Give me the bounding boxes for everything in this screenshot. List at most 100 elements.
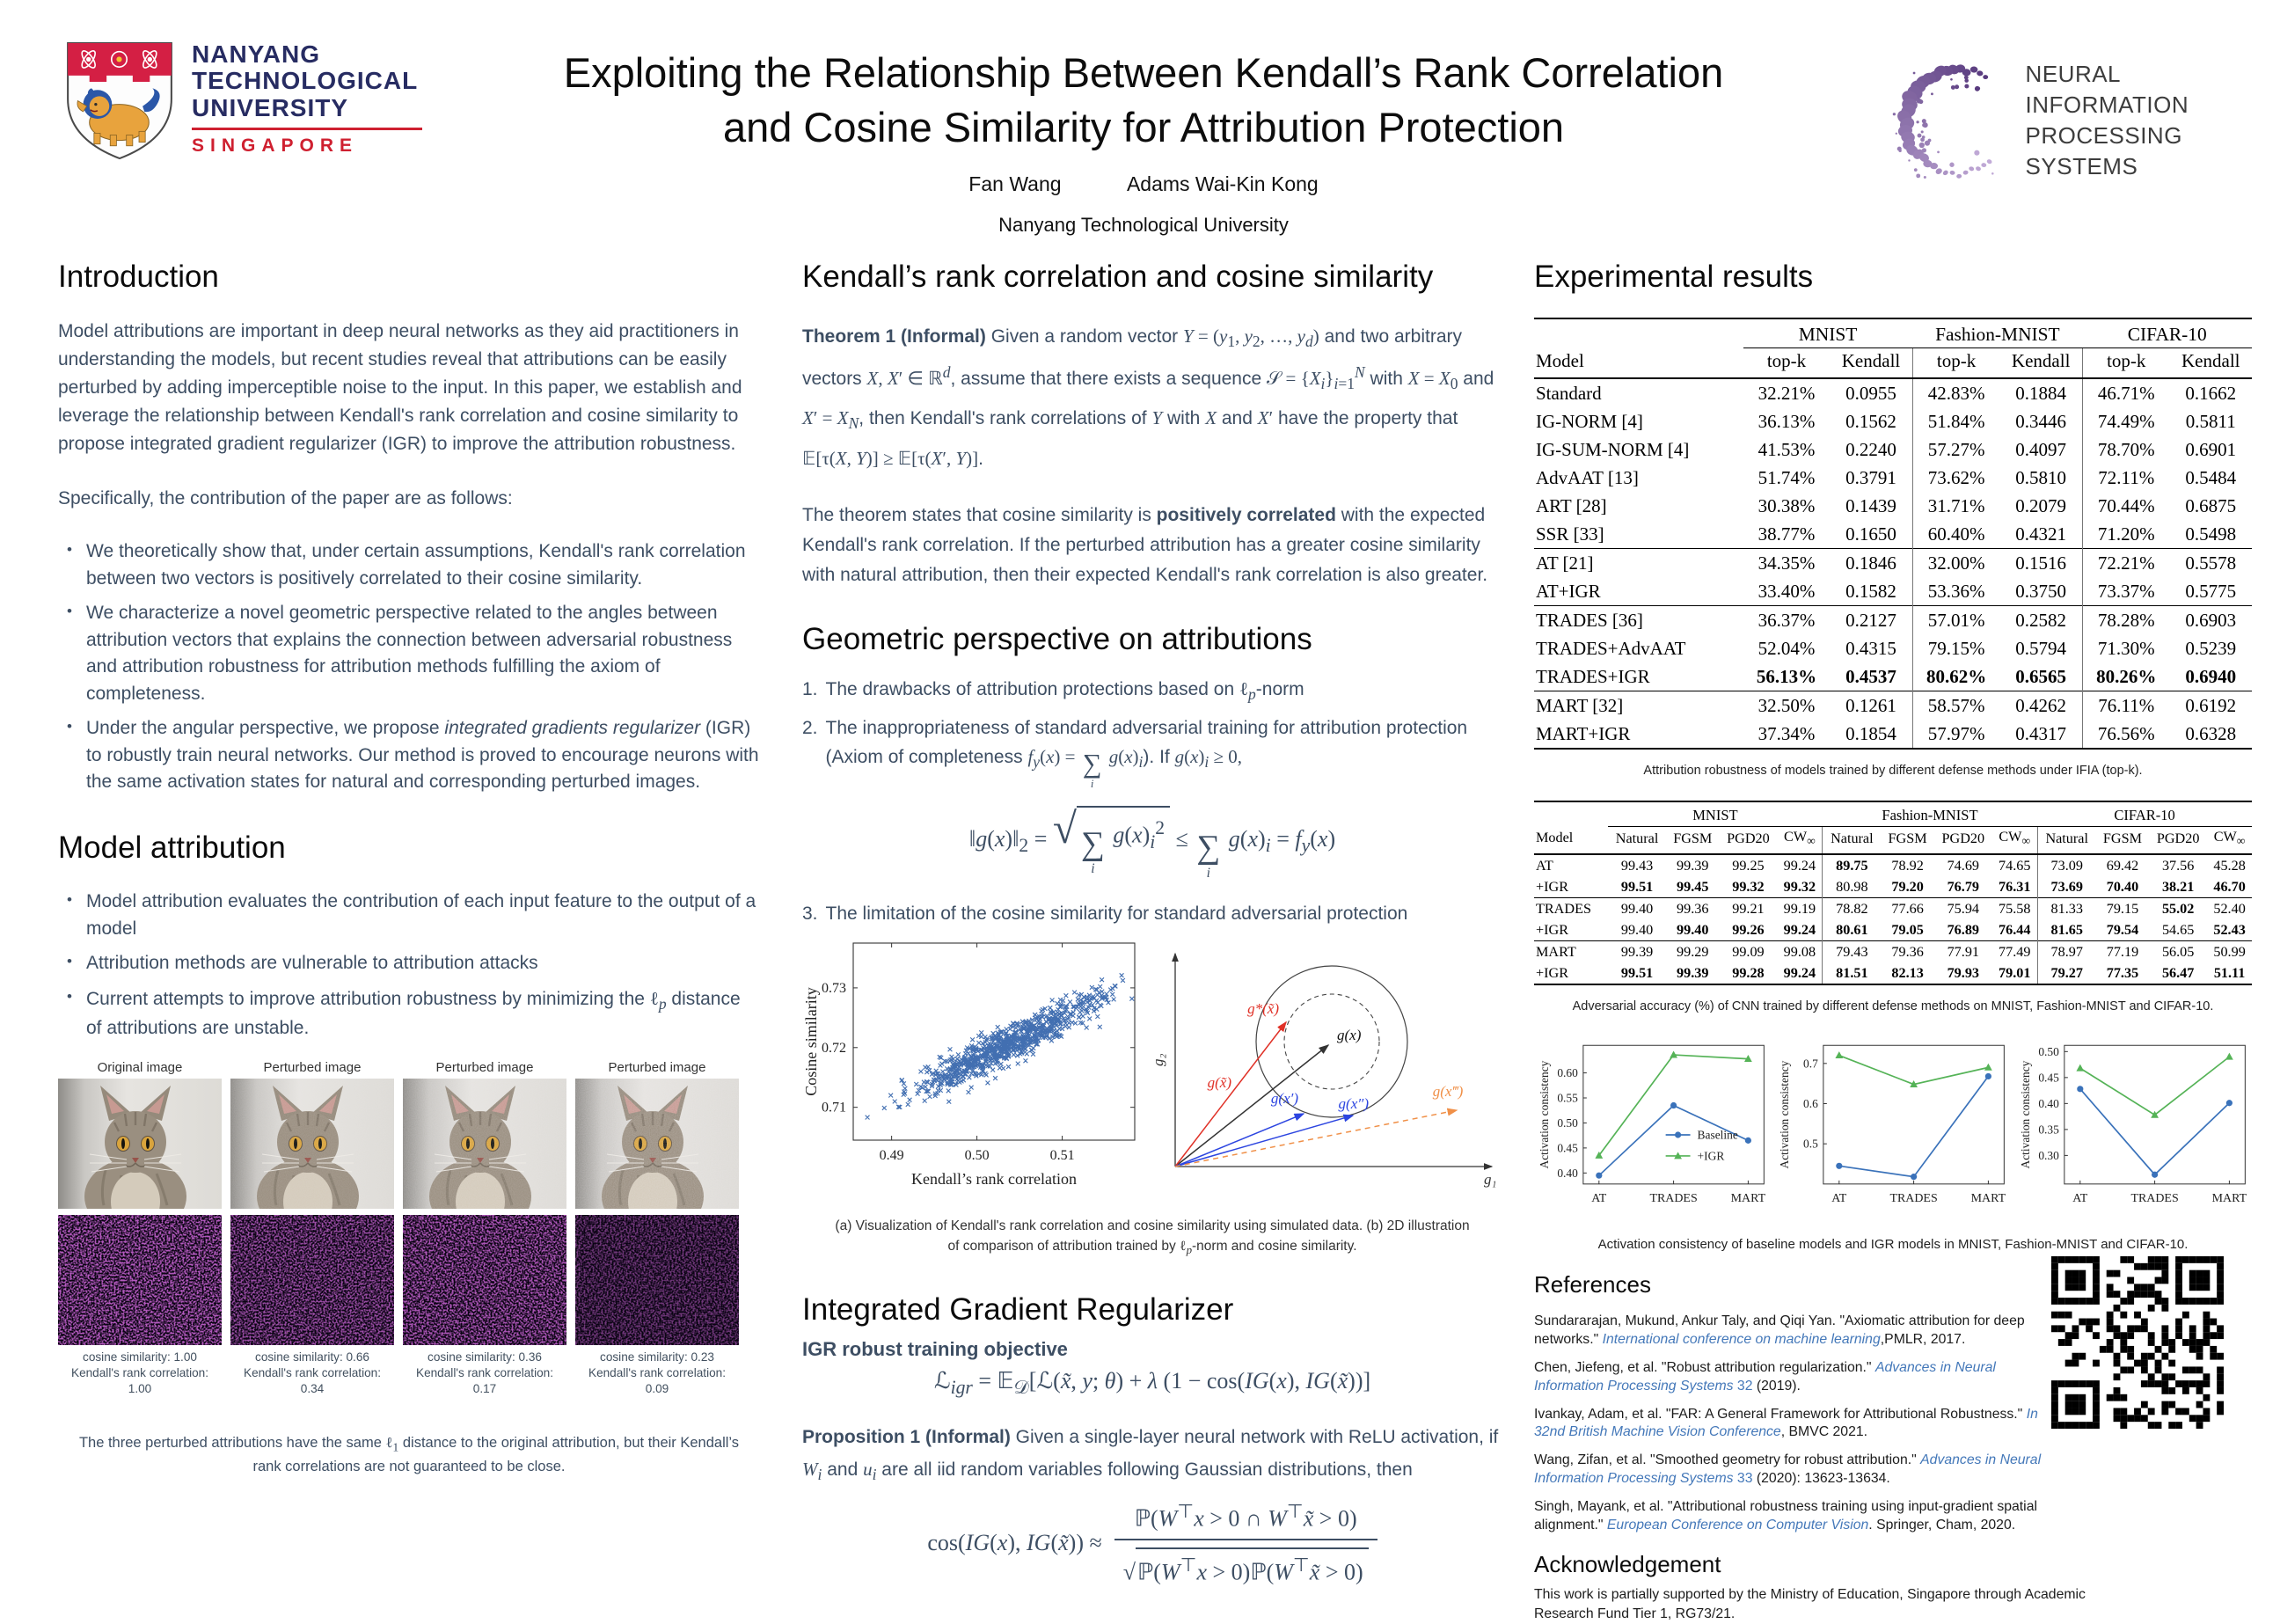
proposition-1: Proposition 1 (Informal) Given a single-… xyxy=(802,1426,1499,1484)
figure-column-title: Original image xyxy=(97,1059,183,1075)
results-heading: Experimental results xyxy=(1534,260,1814,294)
svg-text:AT: AT xyxy=(1832,1192,1848,1205)
theorem-1: Theorem 1 (Informal) Given a random vect… xyxy=(802,326,1494,469)
contrib-lead: Specifically, the contribution of the pa… xyxy=(58,487,513,508)
attribution-map xyxy=(58,1214,222,1345)
svg-text:0.50: 0.50 xyxy=(1557,1116,1578,1130)
svg-text:TRADES: TRADES xyxy=(2130,1192,2178,1205)
activation-consistency-charts: 0.40 0.45 0.50 0.55 0.60 AT TRADES MART Activati… xyxy=(1534,1036,2252,1228)
svg-text:AT: AT xyxy=(2072,1192,2088,1205)
attribution-map xyxy=(230,1214,394,1345)
attribution-map xyxy=(403,1214,566,1345)
cat-photo xyxy=(575,1078,739,1209)
middle-column: Kendall’s rank correlation and cosine si… xyxy=(802,260,1502,1586)
svg-text:0.40: 0.40 xyxy=(1557,1167,1578,1180)
figure-column-perturbed-3: Perturbed image xyxy=(575,1060,739,1397)
intro-paragraph: Model attributions are important in deep… xyxy=(58,321,742,454)
vector-diagram: g₁ g₂ g(x) g*(x̃) g(x̃) g(x′) g(x″) g(x‴… xyxy=(1150,952,1496,1188)
geo-item-3: 3. The limitation of the cosine similarit… xyxy=(802,903,1408,925)
svg-text:Activation consistency: Activation consistency xyxy=(1538,1061,1551,1169)
line-chart-cifar10: 0.30 0.35 0.40 0.45 0.50 AT TRADES MART Activati… xyxy=(2019,1044,2247,1205)
ntu-singapore-label: SINGAPORE xyxy=(192,135,359,156)
intro-bullet-2: We characterize a novel geometric perspe… xyxy=(63,600,760,707)
figure-column-title: Perturbed image xyxy=(608,1059,706,1075)
geo-item-2: 2. The inappropriateness of standard adve… xyxy=(802,717,1468,791)
geo-item-1: 1. The drawbacks of attribution protectio… xyxy=(802,677,1304,703)
neurips-dots-icon xyxy=(1892,64,1994,179)
svg-text:Cosine similarity: Cosine similarity xyxy=(802,987,820,1096)
figure-metrics: cosine similarity: 0.23 Kendall's rank co… xyxy=(588,1350,726,1395)
intro-heading: Introduction xyxy=(58,260,219,294)
figure-column-perturbed-1: Perturbed image xyxy=(230,1060,394,1397)
page-title: Exploiting the Relationship Between Kend… xyxy=(563,49,1724,151)
svg-text:Activation consistency: Activation consistency xyxy=(2019,1061,2032,1169)
svg-text:0.51: 0.51 xyxy=(1050,1148,1075,1163)
svg-text:TRADES: TRADES xyxy=(1649,1192,1697,1205)
figure-column-original: Original image xyxy=(58,1060,222,1397)
svg-text:0.35: 0.35 xyxy=(2038,1123,2059,1137)
middle-figure-caption: (a) Visualization of Kendall's rank corr… xyxy=(835,1218,1470,1257)
acknowledgement-text: This work is partially supported by the … xyxy=(1534,1586,2086,1621)
author-1: Fan Wang xyxy=(968,172,1062,195)
model-bullet-1: Model attribution evaluates the contribu… xyxy=(63,889,760,942)
reference-4: Wang, Zifan, et al. "Smoothed geometry f… xyxy=(1534,1452,2042,1487)
ntu-logo: NANYANG TECHNOLOGICAL UNIVERSITY SINGAPO… xyxy=(63,35,422,163)
acknowledgement-heading: Acknowledgement xyxy=(1534,1550,1721,1577)
svg-text:0.7: 0.7 xyxy=(1803,1057,1818,1071)
svg-text:0.72: 0.72 xyxy=(822,1041,846,1056)
model-bullet-2: Attribution methods are vulnerable to at… xyxy=(63,950,760,977)
vector-label-g-xtprime: g(x‴) xyxy=(1433,1083,1464,1100)
svg-text:0.60: 0.60 xyxy=(1557,1066,1578,1079)
middle-figure: 0.49 0.50 0.51 0.71 0.72 0.73 Kendall’s rank c… xyxy=(802,936,1502,1193)
attribution-robustness-table: MNIST Fashion-MNIST CIFAR-10 Model top-k Kend… xyxy=(1534,318,2252,750)
ntu-rule xyxy=(192,127,422,130)
authors: Fan Wang Adams Wai-Kin Kong xyxy=(440,172,1847,196)
vector-label-g-xdprime: g(x″) xyxy=(1339,1095,1370,1112)
vector-label-g-star-x: g*(x̃) xyxy=(1247,1000,1279,1017)
cos-approx-formula: cos(IG(x), IG(x̃)) ≈ ℙ(W⊤x > 0 ∩ W⊤x̃ > … xyxy=(802,1501,1502,1585)
model-bullet-3: Current attempts to improve attribution … xyxy=(63,985,760,1042)
svg-text:MART: MART xyxy=(1731,1192,1766,1205)
figure-column-perturbed-2: Perturbed image xyxy=(403,1060,566,1397)
svg-text:0.49: 0.49 xyxy=(880,1148,904,1163)
vector-label-g-xprime: g(x′) xyxy=(1271,1090,1298,1107)
svg-text:0.30: 0.30 xyxy=(2038,1149,2059,1162)
theorem-explanation: The theorem states that cosine similarit… xyxy=(802,504,1488,585)
figure-metrics: cosine similarity: 0.36 Kendall's rank co… xyxy=(416,1350,553,1395)
svg-text:0.40: 0.40 xyxy=(2038,1097,2059,1110)
neurips-wordmark: NEURAL INFORMATION PROCESSING SYSTEMS xyxy=(2025,60,2189,180)
vector-label-g-xtilde: g(x̃) xyxy=(1208,1074,1232,1091)
axis-label-g2: g₂ xyxy=(1150,1053,1166,1066)
cat-figure: Original image xyxy=(58,1060,760,1397)
figure-metrics: cosine similarity: 1.00 Kendall's rank co… xyxy=(71,1350,208,1395)
svg-text:Activation consistency: Activation consistency xyxy=(1778,1061,1791,1169)
charts-caption: Activation consistency of baseline model… xyxy=(1597,1237,2189,1253)
model-attribution-bullets: Model attribution evaluates the contribu… xyxy=(58,889,760,1042)
line-chart-fashion-mnist: 0.5 0.6 0.7 AT TRADES MART Activation consiste… xyxy=(1778,1044,2006,1205)
svg-text:0.55: 0.55 xyxy=(1557,1092,1578,1105)
figure-column-title: Perturbed image xyxy=(263,1059,362,1075)
l2-norm-formula: ‖g(x)‖2 = √ ∑ i g(x)i2 ≤ ∑ i g(x)i = fy(x) xyxy=(968,803,1336,881)
geometric-list: 1. The drawbacks of attribution protectio… xyxy=(802,675,1502,929)
svg-text:0.50: 0.50 xyxy=(2038,1045,2059,1058)
igr-formula: ℒigr = 𝔼𝒟[ℒ(x̃, y; θ) + λ (1 − cos(IG(x)… xyxy=(933,1367,1371,1398)
author-2: Adams Wai-Kin Kong xyxy=(1126,172,1319,195)
adversarial-accuracy-table: MNIST Fashion-MNIST CIFAR-10 Model Natural FG… xyxy=(1534,801,2252,986)
ntu-name-line3: UNIVERSITY xyxy=(192,93,349,121)
svg-text:0.6: 0.6 xyxy=(1803,1097,1818,1110)
table2-caption: Adversarial accuracy (%) of CNN trained … xyxy=(1572,999,2214,1014)
svg-text:TRADES: TRADES xyxy=(1890,1192,1938,1205)
kendall-heading: Kendall’s rank correlation and cosine si… xyxy=(802,260,1434,294)
svg-text:0.71: 0.71 xyxy=(822,1100,846,1115)
left-column: Introduction Model attributions are impo… xyxy=(58,260,760,1478)
igr-objective-label: IGR robust training objective xyxy=(802,1337,1068,1360)
scatter-plot: 0.49 0.50 0.51 0.71 0.72 0.73 Kendall’s rank c… xyxy=(802,942,1136,1188)
intro-bullet-1: We theoretically show that, under certai… xyxy=(63,538,760,592)
cat-photo xyxy=(230,1078,394,1209)
geometric-heading: Geometric perspective on attributions xyxy=(802,621,1312,656)
ntu-name-line2: TECHNOLOGICAL xyxy=(192,67,419,95)
model-attribution-heading: Model attribution xyxy=(58,830,286,866)
cat-photo xyxy=(58,1078,222,1209)
intro-bullets: We theoretically show that, under certai… xyxy=(58,538,760,795)
cat-figure-caption: The three perturbed attributions have th… xyxy=(78,1433,740,1475)
